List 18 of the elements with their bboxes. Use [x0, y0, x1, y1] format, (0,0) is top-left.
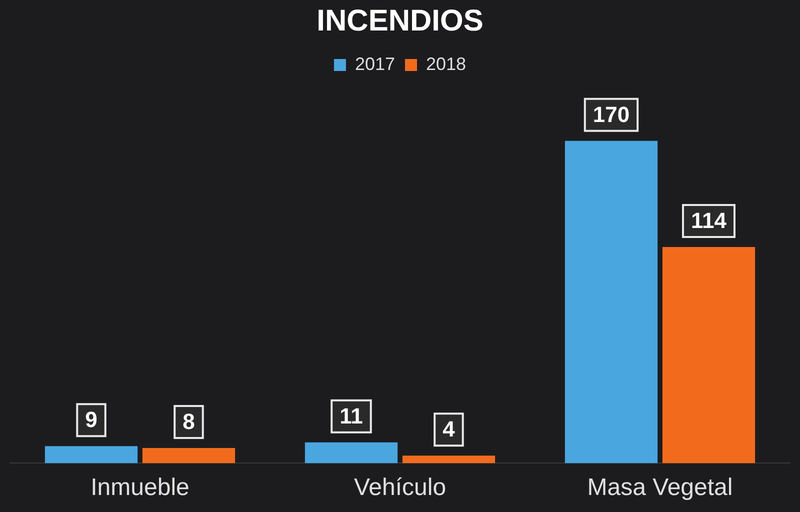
x-tick-label: Inmueble — [90, 474, 190, 502]
bar — [304, 442, 398, 464]
data-label: 114 — [691, 208, 728, 234]
data-label: 8 — [182, 409, 195, 434]
data-label: 4 — [442, 416, 456, 442]
x-tick-label: Masa Vegetal — [587, 474, 733, 502]
legend-label: 2018 — [426, 54, 466, 74]
chart-title: INCENDIOS — [316, 4, 484, 38]
bar — [142, 448, 236, 464]
data-label: 11 — [340, 403, 363, 428]
bar — [402, 456, 496, 464]
x-tick-label: Vehículo — [354, 474, 446, 502]
bar — [44, 446, 138, 464]
legend-label: 2017 — [354, 54, 396, 74]
bar — [564, 140, 658, 464]
data-label: 9 — [85, 407, 98, 432]
data-label: 170 — [592, 102, 630, 127]
bar — [662, 247, 756, 464]
